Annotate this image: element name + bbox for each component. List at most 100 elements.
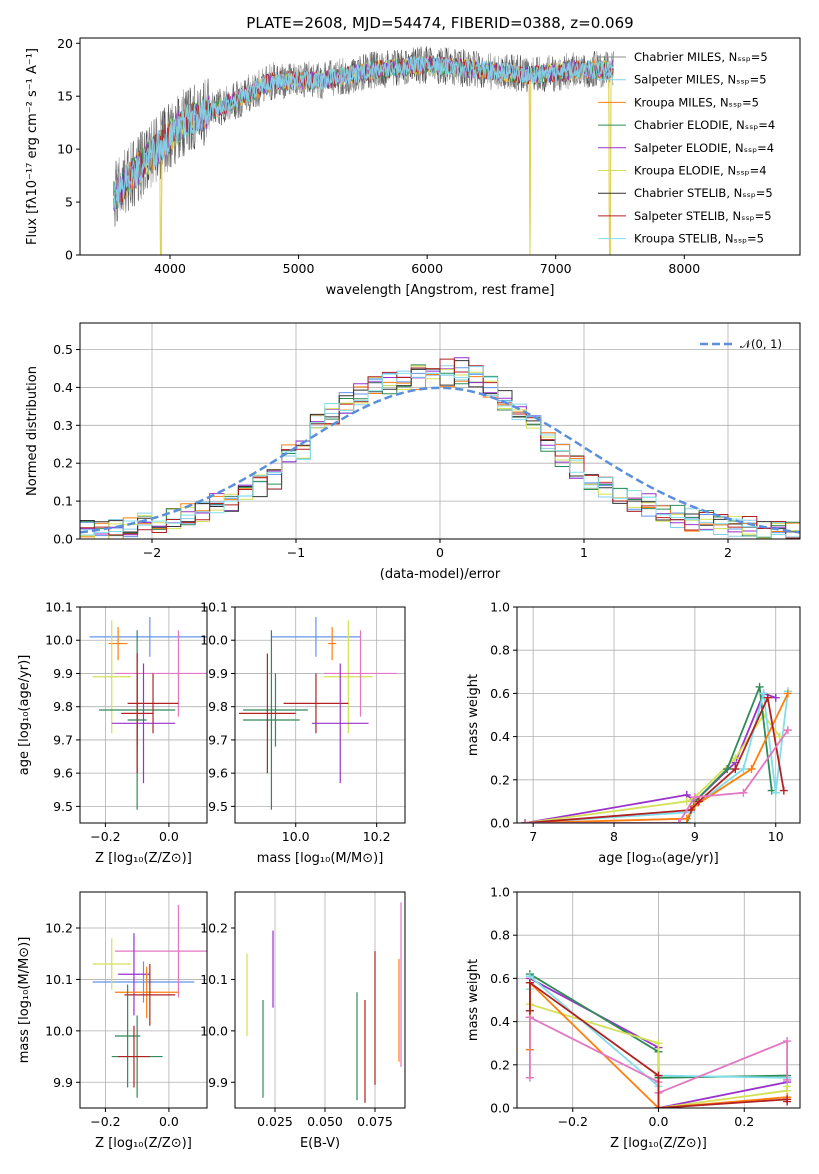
y-tick-label: 9.9 (208, 1075, 228, 1090)
weight-marker (759, 689, 768, 698)
y-tick-label: 9.9 (53, 666, 73, 681)
errorbar-point (121, 653, 154, 774)
panel-mass_vs_Z: −0.2 0.0 9.9 10.0 10.1 10.2 Z [log₁₀(Z/Z⊙)] mas… (17, 891, 208, 1151)
legend-label: Kroupa MILES, Nₛₛₚ=5 (634, 95, 759, 109)
y-tick-label: 9.8 (208, 699, 228, 714)
x-axis-label: Z [log₁₀(Z/Z⊙)] (95, 1136, 192, 1151)
errorbar-point (243, 630, 300, 810)
panel-weights_vs_age: 7 8 9 10 0.0 0.2 0.4 0.6 0.8 1.0 age [log₁₀(age/yr… (466, 600, 801, 866)
plot-area-residuals (80, 323, 800, 539)
x-axis-label: Z [log₁₀(Z/Z⊙)] (95, 851, 192, 866)
weight-marker (731, 765, 740, 773)
plot-area-age_vs_Z (80, 607, 207, 823)
histogram-step (80, 366, 800, 539)
y-tick-label: 10.1 (200, 600, 228, 615)
weight-marker (525, 1006, 534, 1015)
panel-age_vs_Z: −0.2 0.0 9.5 9.6 9.7 9.8 9.9 10.0 10.1 Z [log₁₀(Z… (17, 600, 208, 866)
errorbar-point (124, 964, 176, 1026)
plot-area-age_vs_mass (235, 607, 405, 823)
y-tick-label: 0.6 (490, 971, 510, 986)
weight-marker (783, 689, 792, 698)
legend-label: Chabrier ELODIE, Nₛₛₚ=4 (634, 118, 775, 132)
weight-marker (723, 765, 732, 773)
y-tick-label: 10.1 (45, 972, 73, 987)
y-tick-label: 10.0 (45, 633, 73, 648)
x-tick-label: −0.2 (558, 1114, 588, 1129)
x-tick-label: 10 (768, 829, 784, 844)
x-tick-label: −0.2 (90, 829, 120, 844)
legend-label: Chabrier MILES, Nₛₛₚ=5 (634, 50, 768, 64)
y-tick-label: 10.2 (200, 921, 228, 936)
y-tick-label: 1.0 (490, 600, 510, 615)
errorbar-point (324, 630, 397, 717)
y-tick-label: 10.1 (200, 972, 228, 987)
weight-marker (682, 814, 691, 823)
y-tick-label: 9.7 (208, 732, 228, 747)
errorbar-point (114, 904, 207, 998)
errorbar-point (114, 984, 141, 1088)
y-axis-label: mass weight (466, 674, 481, 756)
y-tick-label: 0.8 (490, 643, 510, 658)
legend: Chabrier MILES, Nₛₛₚ=5 Salpeter MILES, Nₛ… (598, 50, 775, 246)
weight-marker (783, 726, 792, 735)
y-tick-label: 0.0 (490, 816, 510, 831)
weight-marker (739, 788, 748, 797)
x-axis-label: Z [log₁₀(Z/Z⊙)] (610, 1136, 707, 1151)
x-tick-label: −0.2 (90, 1114, 120, 1129)
y-tick-label: 9.9 (53, 1075, 73, 1090)
y-tick-label: 9.7 (53, 732, 73, 747)
x-tick-label: 0.0 (159, 829, 179, 844)
axes-frame (234, 606, 406, 824)
y-axis-label: Flux [fλ10⁻¹⁷ erg cm⁻² s⁻¹ A⁻¹] (25, 48, 40, 245)
y-tick-label: 10 (57, 142, 73, 157)
y-tick-label: 9.6 (53, 766, 73, 781)
weight-marker (686, 806, 695, 815)
legend-label: Salpeter ELODIE, Nₛₛₚ=4 (634, 141, 774, 155)
y-tick-label: 0.6 (490, 686, 510, 701)
weight-marker (654, 1039, 663, 1048)
axes-frame (79, 606, 208, 824)
y-tick-label: 10.1 (45, 600, 73, 615)
weight-marker (525, 1073, 534, 1082)
errorbar-point (118, 933, 150, 1016)
axes-frame (79, 891, 208, 1109)
weight-marker (694, 797, 703, 806)
y-tick-label: 1.0 (490, 885, 510, 900)
errorbar-point (239, 653, 296, 774)
x-tick-label: 2 (724, 545, 732, 560)
x-axis-label: (data-model)/error (380, 567, 501, 582)
weight-marker (779, 786, 788, 795)
axes-frame (234, 891, 406, 1109)
axes-frame (79, 37, 801, 256)
x-tick-label: 5000 (283, 261, 315, 276)
legend-label: Kroupa STELIB, Nₛₛₚ=5 (634, 232, 764, 246)
y-axis-label: mass [log₁₀(M/M⊙)] (17, 937, 32, 1064)
y-tick-label: 0.5 (53, 342, 73, 357)
x-tick-label: 0.0 (159, 1114, 179, 1129)
y-tick-label: 0.3 (53, 418, 73, 433)
x-tick-label: 6000 (411, 261, 443, 276)
y-tick-label: 15 (57, 89, 73, 104)
spectrum-line (113, 54, 614, 202)
y-axis-label: age [log₁₀(age/yr)] (17, 655, 32, 776)
weight-marker (521, 819, 530, 823)
y-tick-label: 9.8 (53, 699, 73, 714)
y-tick-label: 0.8 (490, 928, 510, 943)
errorbar-point (92, 938, 131, 990)
y-tick-label: 10.0 (200, 633, 228, 648)
x-tick-label: 0.075 (357, 1114, 393, 1129)
y-tick-label: 0.2 (53, 456, 73, 471)
weight-marker (771, 788, 780, 797)
y-tick-label: 0.4 (53, 380, 73, 395)
weight-marker (654, 1104, 663, 1108)
legend-label: Salpeter STELIB, Nₛₛₚ=5 (634, 209, 772, 223)
x-tick-label: 7 (529, 829, 537, 844)
weight-marker (731, 754, 740, 763)
normal-curve (80, 386, 800, 534)
errorbar-point (271, 616, 361, 657)
x-tick-label: 0.050 (307, 1114, 343, 1129)
x-tick-label: 0.025 (257, 1114, 293, 1129)
weight-marker (654, 1071, 663, 1080)
y-tick-label: 0.2 (490, 1057, 510, 1072)
